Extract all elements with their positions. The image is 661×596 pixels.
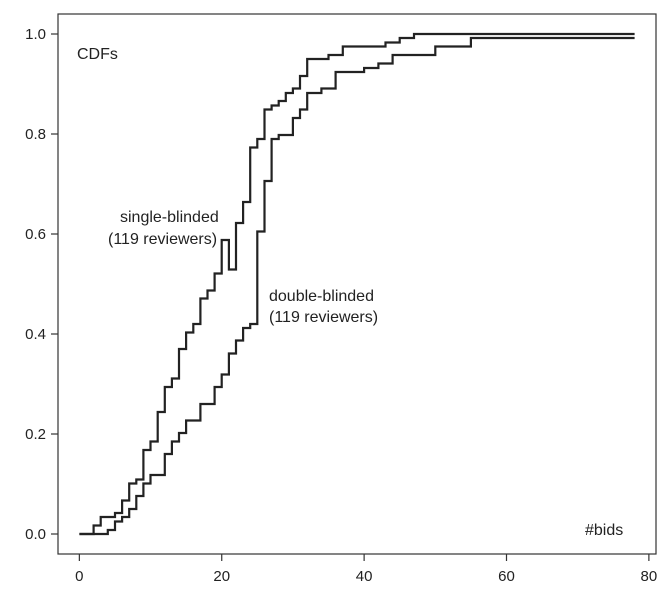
x-tick-label: 80 bbox=[641, 568, 658, 585]
x-tick-label: 0 bbox=[75, 568, 83, 585]
x-axis: 0 20 40 60 80 bbox=[75, 554, 657, 585]
single-blinded-count-label: (119 reviewers) bbox=[108, 231, 217, 248]
y-tick-label: 1.0 bbox=[25, 26, 46, 43]
single-blinded-label: single-blinded bbox=[120, 209, 219, 226]
bids-label: #bids bbox=[585, 522, 623, 539]
cdfs-label: CDFs bbox=[77, 46, 118, 63]
y-tick-label: 0.8 bbox=[25, 126, 46, 143]
x-tick-label: 40 bbox=[356, 568, 373, 585]
x-tick-label: 20 bbox=[213, 568, 230, 585]
double-blinded-cdf-line bbox=[79, 36, 635, 536]
x-tick-label: 60 bbox=[498, 568, 515, 585]
single-blinded-cdf-line bbox=[79, 32, 635, 536]
double-blinded-count-label: (119 reviewers) bbox=[269, 309, 378, 326]
y-tick-label: 0.0 bbox=[25, 526, 46, 543]
y-tick-label: 0.4 bbox=[25, 326, 46, 343]
y-tick-label: 0.6 bbox=[25, 226, 46, 243]
series-layer bbox=[79, 32, 635, 536]
double-blinded-label: double-blinded bbox=[269, 288, 374, 305]
y-axis: 0.0 0.2 0.4 0.6 0.8 1.0 bbox=[25, 26, 58, 543]
plot-frame bbox=[57, 13, 657, 555]
y-tick-label: 0.2 bbox=[25, 426, 46, 443]
